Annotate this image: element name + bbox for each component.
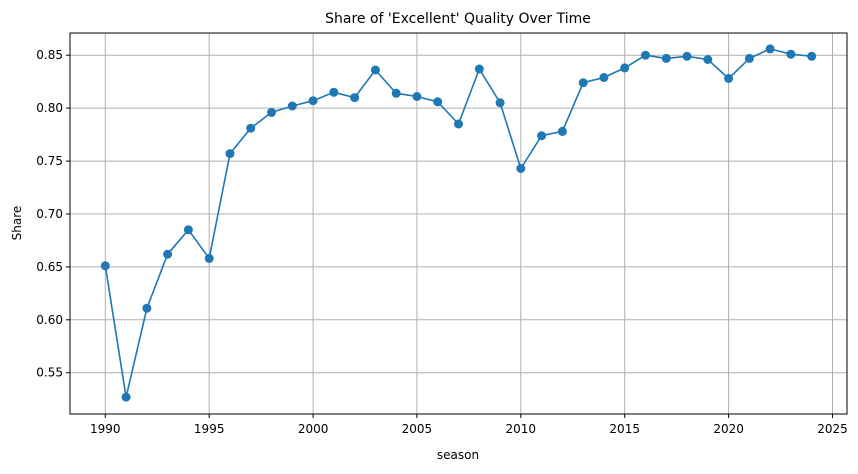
data-point <box>682 51 692 61</box>
data-point <box>350 93 360 103</box>
data-series <box>100 44 817 402</box>
x-tick-label: 2010 <box>506 422 537 436</box>
data-point <box>578 78 588 88</box>
y-axis-ticks: 0.55 0.60 0.65 0.70 0.75 0.80 0.85 <box>36 48 70 380</box>
x-tick-label: 2005 <box>402 422 433 436</box>
y-tick-label: 0.65 <box>36 260 63 274</box>
data-point <box>744 53 754 63</box>
y-tick-label: 0.75 <box>36 154 63 168</box>
y-tick-label: 0.85 <box>36 48 63 62</box>
x-tick-label: 1995 <box>194 422 225 436</box>
data-point <box>142 303 152 313</box>
data-point <box>599 73 609 82</box>
x-tick-label: 2000 <box>298 422 329 436</box>
data-point <box>412 92 422 101</box>
data-point <box>267 107 276 117</box>
data-point <box>641 50 650 60</box>
data-point <box>433 97 443 107</box>
data-point <box>786 49 796 59</box>
y-tick-label: 0.60 <box>36 313 63 327</box>
data-point <box>724 74 734 83</box>
data-point <box>308 96 318 106</box>
data-point <box>703 55 713 64</box>
data-point <box>246 123 256 133</box>
data-point <box>661 53 671 63</box>
x-tick-label: 2020 <box>713 422 744 436</box>
data-point <box>557 126 567 136</box>
x-tick-label: 2015 <box>609 422 640 436</box>
data-point <box>121 392 131 402</box>
data-point <box>391 88 401 98</box>
data-point <box>454 119 463 129</box>
x-axis-ticks: 1990 1995 2000 2005 2010 2015 2020 2025 <box>90 414 848 436</box>
data-point <box>163 249 173 259</box>
data-point <box>183 225 193 235</box>
data-point <box>807 51 817 61</box>
chart-title: Share of 'Excellent' Quality Over Time <box>325 11 591 27</box>
data-point <box>537 131 547 141</box>
data-point <box>516 164 526 173</box>
x-tick-label: 1990 <box>90 422 121 436</box>
data-point <box>495 98 505 108</box>
y-axis-label: Share <box>10 206 24 241</box>
data-point <box>204 253 214 263</box>
y-tick-label: 0.70 <box>36 207 63 221</box>
data-point <box>474 64 484 74</box>
data-point <box>100 261 110 271</box>
y-tick-label: 0.55 <box>36 366 63 380</box>
plot-frame <box>69 32 848 415</box>
data-point <box>287 101 297 111</box>
data-point <box>329 87 339 97</box>
x-axis-label: season <box>437 448 479 462</box>
y-tick-label: 0.80 <box>36 101 63 115</box>
x-tick-label: 2025 <box>817 422 848 436</box>
data-point <box>370 65 380 75</box>
data-point <box>765 44 775 54</box>
data-point <box>620 63 630 73</box>
data-point <box>225 149 235 159</box>
